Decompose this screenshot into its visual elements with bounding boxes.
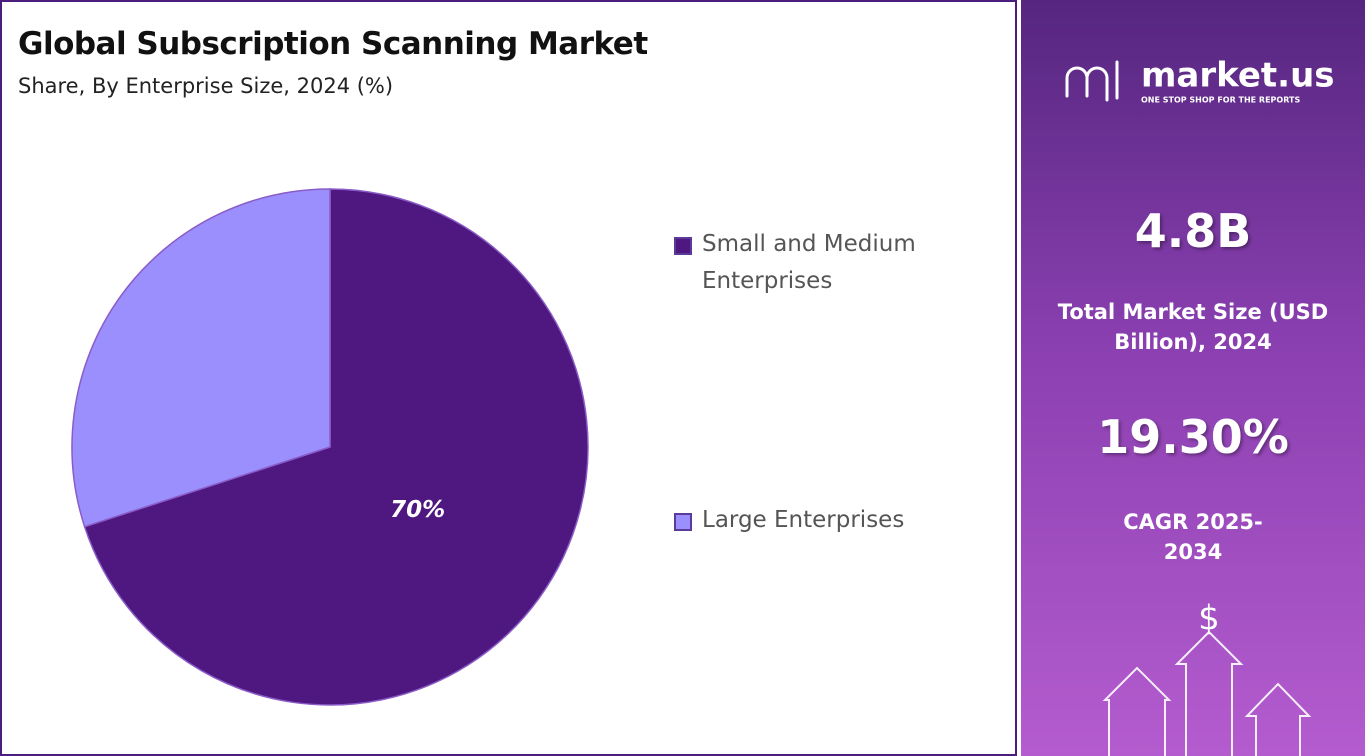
info-panel: market.us ONE STOP SHOP FOR THE REPORTS … xyxy=(1021,0,1365,756)
pie-slice xyxy=(71,188,331,528)
brand: market.us xyxy=(1141,56,1335,96)
cagr: 19.30% xyxy=(1097,410,1289,464)
legend-label: Large Enterprises xyxy=(702,507,905,533)
dollar-icon: $ xyxy=(1198,599,1220,639)
logo-icon xyxy=(1065,60,1119,102)
pie-slice xyxy=(83,188,589,706)
legend-swatch xyxy=(674,513,692,531)
market-size: 4.8B xyxy=(1134,204,1252,258)
tagline: ONE STOP SHOP FOR THE REPORTS xyxy=(1141,96,1300,105)
legend-item: Large Enterprises xyxy=(674,502,952,539)
chart-title: Global Subscription Scanning Market xyxy=(18,26,648,62)
decoration: market.us ONE STOP SHOP FOR THE REPORTS … xyxy=(1065,56,1335,756)
cagr-label: CAGR 2025-2034 xyxy=(1123,510,1263,564)
legend-swatch xyxy=(674,237,692,255)
chart-subtitle: Share, By Enterprise Size, 2024 (%) xyxy=(18,74,394,98)
arrows xyxy=(1102,630,1312,756)
market-size-label: Total Market Size (USD Billion), 2024 xyxy=(1057,300,1329,354)
legend-item: Small and Medium Enterprises xyxy=(674,226,952,300)
chart-panel: Global Subscription Scanning Market Shar… xyxy=(0,0,1017,756)
legend-label: Small and Medium Enterprises xyxy=(702,231,916,294)
pie-chart: 70% xyxy=(71,188,589,706)
value-label: 70% xyxy=(390,497,445,523)
